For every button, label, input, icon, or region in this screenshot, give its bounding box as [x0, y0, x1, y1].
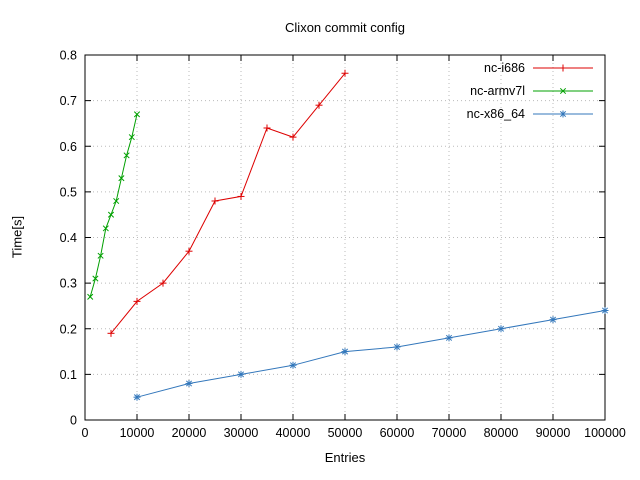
- marker-asterisk: [133, 393, 141, 401]
- y-tick-label: 0.2: [60, 322, 77, 336]
- legend-label-nc-x86_64: nc-x86_64: [467, 107, 525, 121]
- marker-plus: [211, 197, 219, 205]
- x-tick-label: 70000: [432, 426, 467, 440]
- x-tick-label: 40000: [276, 426, 311, 440]
- legend-label-nc-armv7l: nc-armv7l: [470, 84, 525, 98]
- marker-cross: [133, 111, 141, 118]
- marker-asterisk: [237, 370, 245, 378]
- marker-asterisk: [601, 307, 609, 314]
- y-tick-label: 0.1: [60, 368, 77, 382]
- y-tick-label: 0.5: [60, 185, 77, 199]
- y-tick-label: 0.8: [60, 49, 77, 63]
- series-line-nc-x86_64: [136, 310, 606, 398]
- marker-cross: [128, 134, 135, 141]
- marker-plus: [559, 64, 567, 72]
- marker-cross: [97, 252, 104, 259]
- marker-plus: [159, 279, 167, 287]
- marker-asterisk: [341, 348, 349, 356]
- x-tick-label: 30000: [224, 426, 259, 440]
- marker-plus: [263, 124, 271, 132]
- marker-plus: [315, 101, 323, 109]
- x-tick-label: 20000: [172, 426, 207, 440]
- x-tick-label: 10000: [120, 426, 155, 440]
- marker-plus: [185, 247, 193, 255]
- marker-asterisk: [559, 110, 567, 118]
- marker-cross: [123, 152, 130, 159]
- marker-asterisk: [185, 380, 193, 387]
- y-tick-label: 0.4: [60, 231, 77, 245]
- marker-cross: [87, 293, 94, 300]
- marker-cross: [102, 225, 109, 232]
- marker-asterisk: [445, 334, 453, 342]
- y-tick-label: 0: [70, 414, 77, 428]
- series-line-nc-armv7l: [89, 114, 138, 297]
- marker-asterisk: [497, 325, 505, 333]
- marker-plus: [107, 329, 115, 337]
- marker-asterisk: [549, 316, 557, 324]
- x-tick-label: 90000: [536, 426, 571, 440]
- legend-label-nc-i686: nc-i686: [484, 61, 525, 75]
- marker-asterisk: [289, 361, 297, 369]
- marker-plus: [237, 192, 245, 200]
- marker-plus: [341, 69, 349, 77]
- y-tick-label: 0.7: [60, 94, 77, 108]
- x-tick-label: 60000: [380, 426, 415, 440]
- marker-plus: [133, 297, 141, 305]
- marker-asterisk: [393, 343, 401, 351]
- x-axis-label: Entries: [324, 450, 366, 465]
- marker-cross: [107, 211, 115, 218]
- marker-plus: [289, 133, 297, 141]
- marker-cross: [92, 275, 99, 282]
- x-tick-label: 0: [82, 426, 89, 440]
- x-tick-label: 50000: [328, 426, 363, 440]
- y-axis-label: Time[s]: [9, 215, 25, 259]
- x-tick-label: 100000: [584, 426, 626, 440]
- marker-cross: [113, 197, 120, 205]
- marker-cross: [559, 87, 567, 95]
- series-line-nc-i686: [110, 72, 346, 334]
- chart-title: Clixon commit config: [285, 20, 405, 35]
- x-tick-label: 80000: [484, 426, 519, 440]
- y-tick-label: 0.3: [60, 277, 77, 291]
- y-tick-label: 0.6: [60, 140, 77, 154]
- marker-cross: [118, 175, 125, 182]
